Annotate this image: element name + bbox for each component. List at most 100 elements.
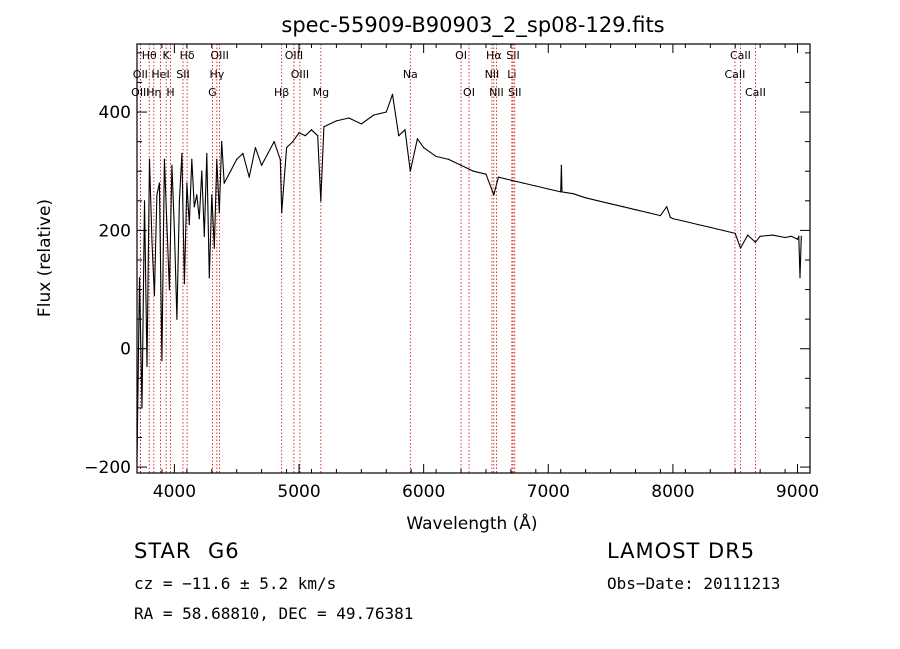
y-axis-label: Flux (relative) xyxy=(35,199,55,317)
spectrum-point xyxy=(348,117,350,119)
line-marker-label: Hγ xyxy=(209,68,224,81)
spectrum-point xyxy=(404,129,406,131)
spectrum-point xyxy=(485,173,487,175)
line-marker-label: NII xyxy=(485,68,500,81)
spectrum-point xyxy=(161,360,163,362)
spectrum-point xyxy=(416,138,418,140)
y-tick-label: 400 xyxy=(99,103,131,123)
spectrum-point xyxy=(734,232,736,234)
redshift-cz: cz = −11.6 ± 5.2 km/s xyxy=(134,574,337,593)
spectrum-point xyxy=(168,289,170,291)
x-tick-label: 5000 xyxy=(277,482,320,502)
spectrum-point xyxy=(218,212,220,214)
spectrum-point xyxy=(435,155,437,157)
spectrum-point xyxy=(223,182,225,184)
spectrum-point xyxy=(196,194,198,196)
spectrum-point xyxy=(248,176,250,178)
spectrum-point xyxy=(156,194,158,196)
spectrum-point xyxy=(298,132,300,134)
y-tick-label: 0 xyxy=(120,340,131,360)
spectrum-point xyxy=(784,236,786,239)
spectrum-point xyxy=(138,277,141,279)
spectrum-point xyxy=(176,318,178,320)
spectrum-point xyxy=(310,129,313,131)
spectrum-point xyxy=(799,277,801,279)
spectrum-point xyxy=(759,235,761,237)
spectrum-point xyxy=(236,158,238,160)
line-marker-label: OIII xyxy=(291,68,309,81)
spectrum-point xyxy=(697,223,699,226)
spectrum-point xyxy=(261,164,263,166)
ra-dec-coordinates: RA = 58.68810, DEC = 49.76381 xyxy=(134,604,414,623)
line-marker-label: K xyxy=(163,49,171,62)
spectrum-point xyxy=(221,141,223,143)
x-tick-label: 9000 xyxy=(776,482,819,502)
line-marker-label: G xyxy=(208,86,217,99)
line-marker-label: OIII xyxy=(285,49,303,62)
spectrum-point xyxy=(647,212,649,214)
spectrum-point xyxy=(166,223,168,226)
line-marker-label: NII xyxy=(489,86,504,99)
line-marker-label: SII xyxy=(176,68,189,81)
spectrum-point xyxy=(747,234,749,236)
spectrum-point xyxy=(173,229,175,231)
spectrum-point xyxy=(158,182,160,184)
spectrum-point xyxy=(181,152,183,155)
spectrum-point xyxy=(335,120,337,122)
spectrum-point xyxy=(360,123,362,125)
spectrum-point xyxy=(561,191,563,193)
spectrum-point xyxy=(798,235,800,237)
line-marker-label: OI xyxy=(455,49,467,62)
x-tick-label: 8000 xyxy=(651,482,694,502)
spectrum-point xyxy=(216,158,218,160)
spectrum-point xyxy=(254,147,256,149)
spectrum-point xyxy=(634,209,637,211)
spectrum-point xyxy=(206,152,208,155)
spectrum-point xyxy=(597,200,599,202)
spectrum-point xyxy=(373,114,375,116)
spectrum-line xyxy=(136,93,802,462)
spectrum-point xyxy=(143,200,146,202)
spectrum-point xyxy=(213,247,215,249)
spectrum-point xyxy=(198,218,200,220)
line-marker-label: Li xyxy=(507,68,516,81)
spectrum-point xyxy=(772,234,774,236)
spectrum-point xyxy=(448,158,450,160)
spectrum-point xyxy=(722,229,724,231)
spectrum-point xyxy=(610,203,612,205)
y-tick-label: −200 xyxy=(84,458,131,478)
line-marker-label: Hα xyxy=(486,49,502,62)
spectrum-point xyxy=(659,215,662,217)
spectrum-point xyxy=(211,194,213,196)
spectrum-point xyxy=(148,158,151,160)
line-marker-label: Hθ xyxy=(142,49,157,62)
spectrum-point xyxy=(547,188,549,190)
spectrum-point xyxy=(171,164,173,166)
spectrum-point xyxy=(800,235,802,237)
line-marker-label: CaII xyxy=(730,49,751,62)
line-marker-label: Hη xyxy=(146,86,161,99)
spectrum-point xyxy=(796,238,799,240)
line-marker-label: Mg xyxy=(313,86,329,99)
line-marker-label: CaII xyxy=(745,86,766,99)
line-marker-label: Na xyxy=(403,68,418,81)
spectrum-point xyxy=(391,93,394,95)
spectrum-point xyxy=(790,235,792,237)
chart-title: spec-55909-B90903_2_sp08-129.fits xyxy=(281,13,664,38)
spectrum-point xyxy=(151,241,153,243)
spectrum-point xyxy=(208,277,210,279)
survey-name: LAMOST DR5 xyxy=(607,539,756,563)
spectrum-point xyxy=(163,158,165,160)
spectrum-point xyxy=(273,141,275,143)
spectrum-point xyxy=(622,206,624,208)
spectrum-point xyxy=(672,218,674,220)
spectrum-point xyxy=(242,152,244,155)
spectrum-point xyxy=(292,141,294,143)
y-tick-label: 200 xyxy=(99,221,131,241)
spectrum-point xyxy=(153,294,155,297)
spectrum-point xyxy=(385,111,387,113)
spectrum-point xyxy=(460,164,462,166)
spectrum-point xyxy=(203,235,205,237)
spectrum-point xyxy=(684,220,687,223)
